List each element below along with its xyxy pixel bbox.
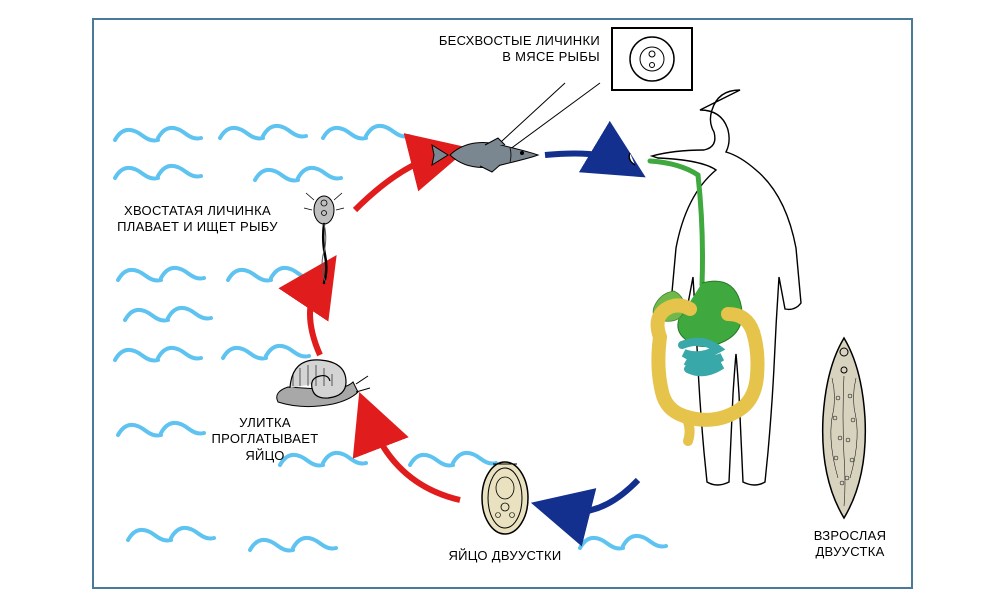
diagram-canvas: БЕСХВОСТЫЕ ЛИЧИНКИ В МЯСЕ РЫБЫ ХВОСТАТАЯ…: [0, 0, 1000, 602]
label-tailed-larva: ХВОСТАТАЯ ЛИЧИНКА ПЛАВАЕТ И ИЩЕТ РЫБУ: [110, 203, 285, 236]
label-adult: ВЗРОСЛАЯ ДВУУСТКА: [790, 528, 910, 561]
label-snail: УЛИТКА ПРОГЛАТЫВАЕТ ЯЙЦО: [190, 415, 340, 464]
diagram-border: [92, 18, 913, 589]
label-egg: ЯЙЦО ДВУУСТКИ: [430, 548, 580, 564]
label-tailless-larvae: БЕСХВОСТЫЕ ЛИЧИНКИ В МЯСЕ РЫБЫ: [330, 33, 600, 66]
